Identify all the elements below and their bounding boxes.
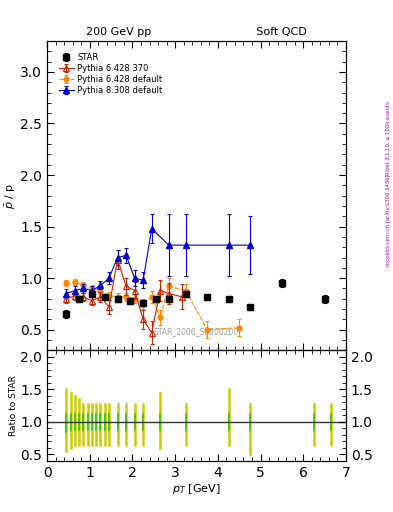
Y-axis label: Ratio to STAR: Ratio to STAR [9,375,18,436]
Text: mcplots.cern.ch [arXiv:1306.3436]: mcplots.cern.ch [arXiv:1306.3436] [386,175,391,266]
Title: 200 GeV pp                              Soft QCD: 200 GeV pp Soft QCD [86,28,307,37]
Text: STAR_2006_S6500200: STAR_2006_S6500200 [154,327,239,336]
Y-axis label: $\bar{p}$ / p: $\bar{p}$ / p [3,182,18,209]
Text: Rivet 3.1.10, ≥ 100k events: Rivet 3.1.10, ≥ 100k events [386,101,391,175]
X-axis label: $p_{T}$ [GeV]: $p_{T}$ [GeV] [172,482,221,497]
Legend: STAR, Pythia 6.428 370, Pythia 6.428 default, Pythia 8.308 default: STAR, Pythia 6.428 370, Pythia 6.428 def… [57,51,164,97]
